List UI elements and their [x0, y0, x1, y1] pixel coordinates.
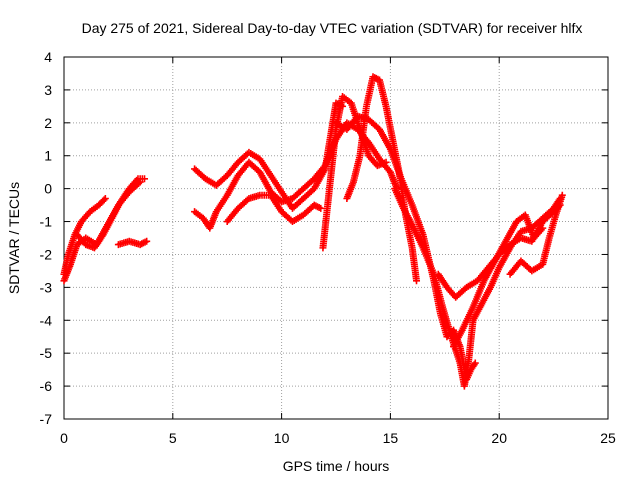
- y-tick-label: 4: [44, 49, 52, 65]
- y-axis-label: SDTVAR / TECUs: [6, 182, 22, 294]
- y-tick-label: -5: [40, 345, 53, 361]
- series-arc-6: [191, 119, 401, 232]
- x-tick-label: 20: [491, 430, 507, 446]
- grid: [64, 57, 608, 419]
- y-tick-label: -4: [40, 312, 53, 328]
- y-tick-label: -3: [40, 279, 53, 295]
- series-arc-7: [223, 191, 325, 226]
- x-tick-label: 5: [169, 430, 177, 446]
- y-tick-label: 3: [44, 82, 52, 98]
- data-point: [413, 277, 421, 285]
- series-arc-11: [391, 185, 564, 390]
- data-point: [558, 191, 566, 199]
- data-marks: [60, 73, 566, 390]
- y-tick-label: 1: [44, 148, 52, 164]
- x-tick-label: 15: [383, 430, 399, 446]
- series-arc-4: [114, 237, 151, 249]
- series-arc-9: [343, 73, 421, 285]
- x-axis-label: GPS time / hours: [283, 458, 390, 474]
- data-point: [314, 203, 322, 211]
- series-arc-3: [73, 175, 149, 252]
- data-point: [471, 359, 479, 367]
- data-point: [382, 158, 390, 166]
- data-point: [141, 175, 149, 183]
- data-point: [143, 237, 151, 245]
- series-arc-1: [60, 195, 109, 278]
- axis-ticks: 0 5 10 15 20 25 -7 -6 -5 -4 -3 -2 -1 0 1 2 3 4: [40, 49, 616, 446]
- y-tick-label: 2: [44, 115, 52, 131]
- chart-title: Day 275 of 2021, Sidereal Day-to-day VTE…: [82, 20, 583, 36]
- y-tick-label: -1: [40, 214, 53, 230]
- y-tick-label: -7: [40, 411, 53, 427]
- series-arc-5: [191, 99, 347, 212]
- series-arc-13: [434, 201, 564, 301]
- series-arc-12: [450, 211, 547, 351]
- y-tick-label: 0: [44, 181, 52, 197]
- y-tick-label: -2: [40, 246, 53, 262]
- series-arc-14: [506, 191, 566, 278]
- data-point: [101, 195, 109, 203]
- data-point: [139, 239, 147, 247]
- plot-frame: [63, 56, 609, 420]
- x-tick-label: 25: [600, 430, 616, 446]
- x-tick-label: 10: [274, 430, 290, 446]
- data-point: [317, 204, 325, 212]
- y-tick-label: -6: [40, 378, 53, 394]
- data-point: [100, 196, 108, 204]
- x-tick-label: 0: [60, 430, 68, 446]
